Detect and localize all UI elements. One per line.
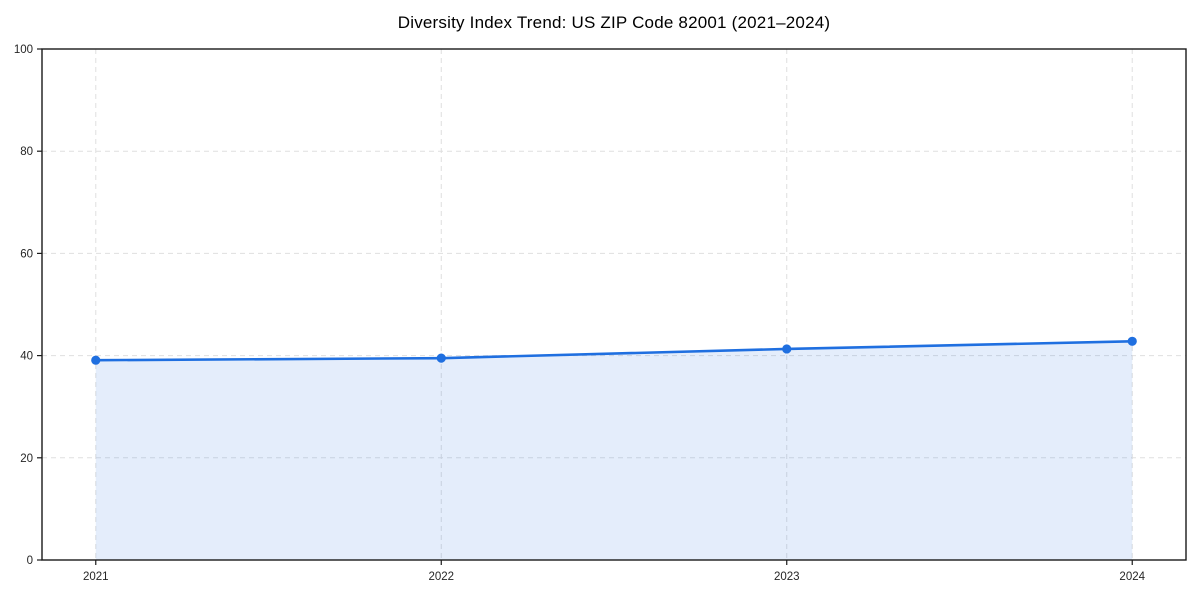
y-tick-label: 60	[20, 248, 33, 260]
x-tick-label: 2022	[428, 571, 454, 583]
plot-border	[41, 48, 1187, 561]
y-tick-label: 0	[27, 555, 33, 567]
y-tick-label: 40	[20, 351, 33, 363]
data-line	[94, 339, 1134, 362]
x-tick-label: 2023	[774, 571, 800, 583]
data-point	[1127, 336, 1137, 346]
data-point	[436, 353, 446, 363]
area-fill	[95, 341, 1133, 560]
data-point	[782, 344, 792, 354]
y-tick-label: 20	[20, 453, 33, 465]
data-point	[91, 355, 101, 365]
chart-title: Diversity Index Trend: US ZIP Code 82001…	[397, 13, 831, 32]
x-tick-label: 2024	[1119, 571, 1145, 583]
y-tick-label: 80	[20, 146, 33, 158]
x-tick-label: 2021	[83, 571, 109, 583]
y-tick-label: 100	[14, 44, 33, 56]
